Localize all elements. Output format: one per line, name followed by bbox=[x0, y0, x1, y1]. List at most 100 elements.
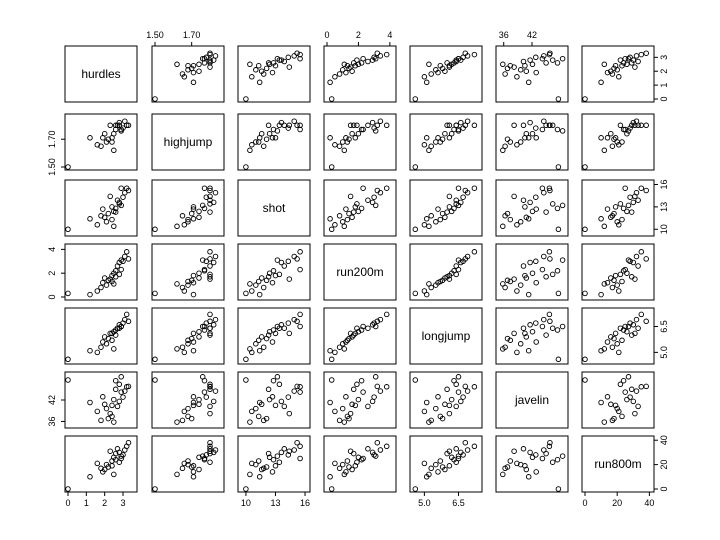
point-hurdles-vs-run200m-21 bbox=[341, 61, 348, 68]
point-highjump-vs-run800m-5 bbox=[625, 128, 632, 134]
panel-frame-javelin-shot bbox=[237, 371, 311, 429]
point-longjump-vs-run200m-5 bbox=[372, 323, 379, 330]
point-run800m-vs-longjump-15 bbox=[442, 466, 448, 473]
point-javelin-vs-shot-6 bbox=[281, 403, 288, 410]
point-longjump-vs-shot-15 bbox=[258, 334, 265, 340]
point-shot-vs-run200m-11 bbox=[350, 209, 357, 215]
point-longjump-vs-run800m-3 bbox=[627, 320, 633, 326]
point-run200m-vs-hurdles-0 bbox=[123, 249, 130, 255]
point-hurdles-vs-javelin-23 bbox=[555, 96, 562, 102]
point-run200m-vs-javelin-15 bbox=[523, 275, 530, 281]
point-shot-vs-longjump-11 bbox=[444, 209, 450, 215]
point-run800m-vs-shot-3 bbox=[285, 452, 292, 458]
point-run200m-vs-hurdles-23 bbox=[65, 290, 71, 297]
point-longjump-vs-run200m-1 bbox=[377, 316, 384, 323]
point-longjump-vs-shot-22 bbox=[256, 347, 263, 354]
point-longjump-vs-highjump-10 bbox=[190, 330, 197, 337]
point-run200m-vs-run800m-9 bbox=[617, 271, 624, 278]
point-run200m-vs-run800m-12 bbox=[622, 266, 628, 273]
point-highjump-vs-run800m-12 bbox=[622, 126, 628, 133]
point-run200m-vs-hurdles-2 bbox=[125, 256, 132, 262]
point-run800m-vs-run200m-10 bbox=[352, 463, 359, 469]
panel-frame-shot-javelin bbox=[495, 179, 569, 237]
point-hurdles-vs-run800m-19 bbox=[609, 71, 616, 77]
point-hurdles-vs-run200m-18 bbox=[339, 67, 346, 73]
point-run800m-vs-shot-5 bbox=[274, 453, 281, 459]
point-shot-vs-run800m-20 bbox=[616, 222, 622, 228]
panel-frame-longjump-run800m bbox=[581, 307, 655, 365]
point-run800m-vs-highjump-17 bbox=[190, 469, 197, 475]
point-highjump-vs-javelin-22 bbox=[525, 135, 532, 141]
panel-frame-hurdles-shot bbox=[237, 45, 311, 103]
point-run200m-vs-shot-4 bbox=[278, 259, 285, 266]
point-javelin-vs-highjump-16 bbox=[185, 413, 191, 420]
point-javelin-vs-run800m-4 bbox=[630, 398, 637, 405]
point-longjump-vs-run800m-5 bbox=[625, 323, 632, 330]
point-hurdles-vs-javelin-3 bbox=[533, 54, 539, 61]
point-javelin-vs-longjump-17 bbox=[435, 394, 441, 400]
point-run200m-vs-run800m-4 bbox=[630, 259, 637, 266]
point-run200m-vs-highjump-16 bbox=[185, 278, 191, 285]
point-longjump-vs-run200m-8 bbox=[355, 328, 362, 335]
point-shot-vs-highjump-19 bbox=[179, 213, 186, 219]
point-run200m-vs-highjump-3 bbox=[203, 258, 210, 265]
point-run800m-vs-shot-9 bbox=[276, 459, 283, 465]
point-run200m-vs-shot-17 bbox=[269, 279, 276, 286]
point-run200m-vs-javelin-9 bbox=[549, 271, 556, 278]
point-longjump-vs-javelin-6 bbox=[520, 325, 527, 331]
point-longjump-vs-run800m-22 bbox=[598, 347, 604, 354]
point-highjump-vs-run200m-23 bbox=[328, 164, 335, 170]
point-run200m-vs-longjump-15 bbox=[442, 275, 448, 281]
point-highjump-vs-longjump-19 bbox=[428, 143, 434, 149]
point-run800m-vs-hurdles-2 bbox=[125, 439, 132, 446]
point-hurdles-vs-javelin-10 bbox=[522, 62, 528, 69]
point-run800m-vs-hurdles-13 bbox=[107, 448, 113, 454]
point-hurdles-vs-shot-22 bbox=[256, 79, 263, 86]
point-run200m-vs-run800m-3 bbox=[627, 258, 633, 265]
point-run800m-vs-hurdles-16 bbox=[109, 458, 115, 464]
point-hurdles-vs-longjump-20 bbox=[421, 74, 428, 80]
point-highjump-vs-javelin-15 bbox=[523, 130, 530, 137]
panel-frame-shot-run200m bbox=[323, 179, 397, 237]
point-javelin-vs-longjump-12 bbox=[455, 389, 462, 395]
point-javelin-vs-run800m-17 bbox=[604, 394, 611, 400]
point-run800m-vs-hurdles-19 bbox=[98, 465, 104, 472]
point-highjump-vs-hurdles-16 bbox=[109, 139, 115, 145]
point-run800m-vs-shot-13 bbox=[286, 448, 293, 454]
point-shot-vs-run800m-22 bbox=[598, 216, 604, 222]
point-highjump-vs-shot-10 bbox=[272, 135, 279, 141]
point-highjump-vs-longjump-18 bbox=[433, 139, 439, 145]
point-run800m-vs-highjump-13 bbox=[207, 448, 213, 454]
point-run800m-vs-javelin-15 bbox=[523, 466, 530, 473]
point-longjump-vs-hurdles-20 bbox=[94, 349, 101, 356]
point-hurdles-vs-longjump-23 bbox=[412, 96, 419, 102]
point-highjump-vs-run800m-3 bbox=[627, 125, 633, 131]
point-run200m-vs-javelin-20 bbox=[514, 288, 520, 294]
point-longjump-vs-shot-0 bbox=[297, 311, 303, 318]
point-javelin-vs-run200m-7 bbox=[358, 377, 365, 384]
point-javelin-vs-shot-19 bbox=[260, 417, 267, 424]
panel-frame-run200m-hurdles bbox=[64, 243, 138, 301]
right-tick-label-hurdles-3: 3 bbox=[659, 55, 669, 60]
point-shot-vs-highjump-15 bbox=[196, 214, 202, 221]
point-longjump-vs-hurdles-11 bbox=[112, 332, 119, 338]
point-highjump-vs-run200m-20 bbox=[332, 142, 338, 148]
point-run200m-vs-hurdles-22 bbox=[87, 291, 93, 298]
point-shot-vs-highjump-20 bbox=[181, 222, 188, 228]
panel-frame-longjump-longjump bbox=[409, 307, 483, 365]
point-highjump-vs-javelin-16 bbox=[507, 139, 514, 145]
point-javelin-vs-longjump-10 bbox=[446, 402, 453, 409]
point-longjump-vs-run800m-12 bbox=[622, 323, 628, 330]
point-hurdles-vs-longjump-21 bbox=[426, 61, 432, 68]
point-highjump-vs-shot-9 bbox=[276, 122, 283, 129]
point-hurdles-vs-run800m-16 bbox=[619, 62, 625, 69]
point-run800m-vs-longjump-13 bbox=[446, 448, 453, 454]
point-javelin-vs-shot-17 bbox=[269, 394, 276, 400]
point-longjump-vs-highjump-23 bbox=[152, 356, 158, 363]
point-shot-vs-hurdles-14 bbox=[105, 210, 112, 217]
point-javelin-vs-highjump-12 bbox=[201, 389, 208, 395]
point-hurdles-vs-javelin-5 bbox=[559, 55, 566, 62]
point-shot-vs-run200m-4 bbox=[369, 199, 376, 206]
top-tick-label-run200m-2: 4 bbox=[387, 30, 392, 40]
point-run800m-vs-run200m-18 bbox=[339, 461, 346, 468]
